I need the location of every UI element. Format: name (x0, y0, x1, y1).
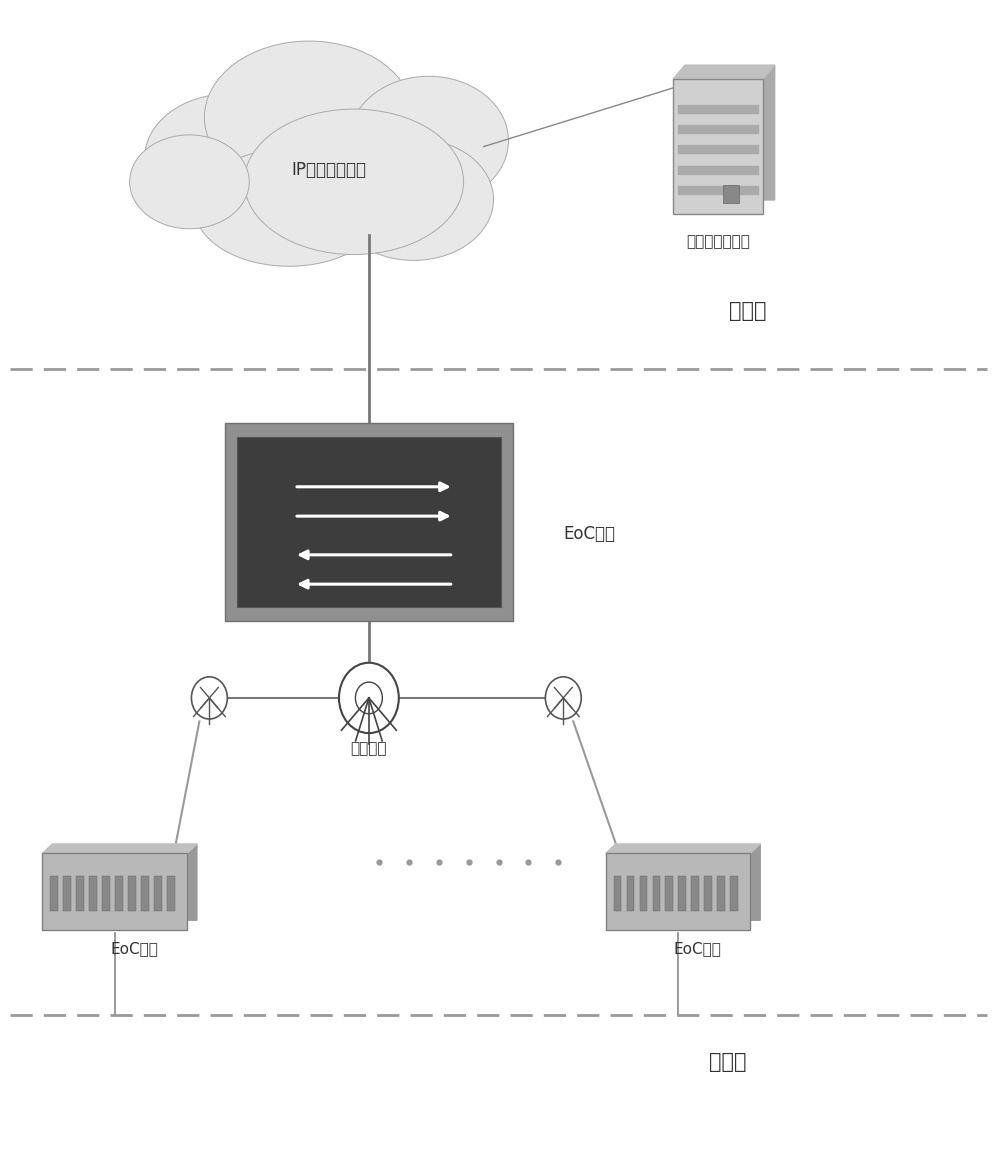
FancyBboxPatch shape (673, 80, 763, 213)
Ellipse shape (204, 41, 414, 194)
FancyBboxPatch shape (626, 876, 634, 910)
Circle shape (355, 682, 382, 713)
Text: 驱动加载服务器: 驱动加载服务器 (686, 235, 750, 250)
FancyBboxPatch shape (64, 876, 71, 910)
FancyBboxPatch shape (224, 423, 512, 622)
Ellipse shape (194, 149, 384, 266)
FancyBboxPatch shape (166, 876, 174, 910)
FancyBboxPatch shape (730, 876, 738, 910)
Ellipse shape (334, 138, 494, 260)
FancyBboxPatch shape (723, 184, 739, 203)
FancyBboxPatch shape (691, 876, 699, 910)
Polygon shape (53, 845, 196, 920)
Polygon shape (606, 845, 761, 854)
Text: 同轴电缆: 同轴电缆 (351, 741, 387, 757)
FancyBboxPatch shape (43, 854, 187, 929)
Text: 用户侧: 用户侧 (709, 1051, 747, 1072)
Text: EoC终端: EoC终端 (674, 941, 722, 956)
Ellipse shape (145, 94, 314, 223)
FancyBboxPatch shape (613, 876, 621, 910)
FancyBboxPatch shape (236, 436, 500, 606)
Circle shape (339, 663, 399, 733)
Text: EoC终端: EoC终端 (111, 941, 159, 956)
FancyBboxPatch shape (116, 876, 123, 910)
Polygon shape (616, 845, 761, 920)
Polygon shape (685, 65, 775, 199)
Text: 网络侧: 网络侧 (729, 300, 767, 321)
Ellipse shape (349, 76, 508, 205)
Ellipse shape (130, 135, 249, 229)
FancyBboxPatch shape (640, 876, 647, 910)
Circle shape (191, 677, 227, 719)
FancyBboxPatch shape (678, 876, 686, 910)
FancyBboxPatch shape (652, 876, 660, 910)
FancyBboxPatch shape (103, 876, 110, 910)
FancyBboxPatch shape (666, 876, 673, 910)
Polygon shape (673, 65, 775, 80)
FancyBboxPatch shape (606, 854, 751, 929)
FancyBboxPatch shape (77, 876, 84, 910)
FancyBboxPatch shape (704, 876, 712, 910)
FancyBboxPatch shape (50, 876, 58, 910)
Text: EoC头端: EoC头端 (563, 524, 615, 543)
Ellipse shape (244, 109, 464, 255)
FancyBboxPatch shape (129, 876, 136, 910)
FancyBboxPatch shape (142, 876, 149, 910)
Circle shape (545, 677, 581, 719)
Polygon shape (43, 845, 196, 854)
Text: IP多业务承载网: IP多业务承载网 (291, 161, 367, 179)
FancyBboxPatch shape (155, 876, 162, 910)
FancyBboxPatch shape (90, 876, 97, 910)
FancyBboxPatch shape (717, 876, 725, 910)
